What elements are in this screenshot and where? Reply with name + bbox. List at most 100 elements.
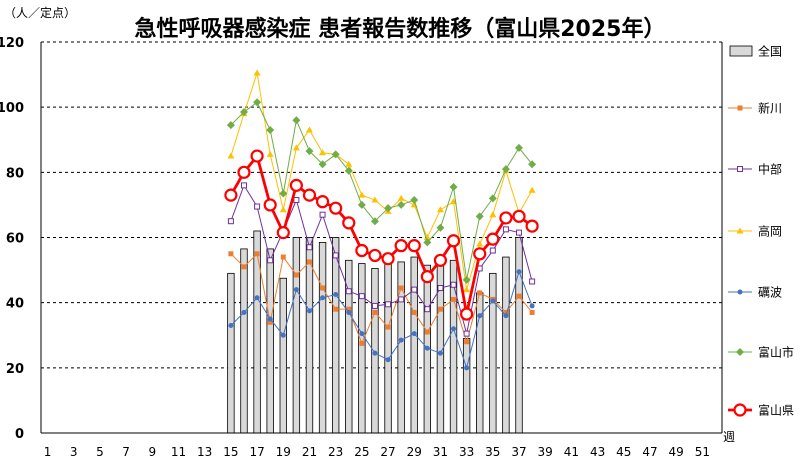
x-tick-label: 1 bbox=[44, 445, 52, 459]
x-tick-label: 25 bbox=[354, 445, 369, 459]
marker-triangle bbox=[489, 211, 497, 218]
marker-circle-open bbox=[276, 226, 290, 240]
legend-label: 新川 bbox=[758, 101, 782, 116]
legend-label: 富山市 bbox=[758, 345, 794, 360]
marker-triangle bbox=[463, 286, 471, 293]
marker-diamond bbox=[331, 150, 340, 159]
x-tick-label: 7 bbox=[122, 445, 130, 459]
marker-square-open bbox=[463, 330, 470, 337]
x-tick-label: 41 bbox=[564, 445, 579, 459]
marker-diamond bbox=[239, 108, 248, 117]
x-tick-label: 47 bbox=[642, 445, 657, 459]
marker-dot bbox=[737, 289, 743, 295]
marker-square-open bbox=[516, 229, 523, 236]
marker-square bbox=[385, 324, 391, 330]
marker-dot bbox=[306, 308, 312, 314]
y-tick-label: 80 bbox=[6, 166, 24, 181]
marker-diamond bbox=[515, 143, 524, 152]
x-tick-label: 3 bbox=[70, 445, 78, 459]
marker-diamond bbox=[423, 238, 432, 247]
y-tick-label: 60 bbox=[6, 232, 24, 247]
bar bbox=[515, 237, 523, 434]
marker-circle-open bbox=[329, 201, 343, 215]
marker-diamond bbox=[318, 160, 327, 169]
marker-triangle bbox=[371, 196, 379, 203]
marker-diamond bbox=[226, 121, 235, 130]
legend-item: 新川 bbox=[728, 101, 782, 116]
legend-item: 富山市 bbox=[728, 345, 794, 360]
marker-triangle bbox=[319, 149, 327, 156]
marker-square-open bbox=[450, 281, 457, 288]
marker-triangle bbox=[736, 227, 744, 234]
marker-square bbox=[293, 272, 299, 278]
marker-square bbox=[437, 306, 443, 312]
marker-dot bbox=[437, 350, 443, 356]
y-tick-label: 40 bbox=[6, 297, 24, 312]
marker-triangle bbox=[227, 152, 235, 159]
marker-dot bbox=[241, 309, 247, 315]
marker-circle-open bbox=[486, 232, 500, 246]
marker-square bbox=[241, 264, 247, 270]
bar bbox=[292, 237, 301, 434]
marker-circle-open bbox=[237, 165, 251, 179]
marker-circle-open bbox=[512, 209, 526, 223]
gridlines bbox=[41, 41, 722, 369]
marker-diamond bbox=[449, 182, 458, 191]
marker-dot bbox=[280, 332, 286, 338]
bar bbox=[279, 277, 287, 434]
marker-diamond bbox=[475, 212, 484, 221]
x-tick-label: 23 bbox=[328, 445, 343, 459]
bar-series bbox=[227, 230, 523, 434]
marker-square-open bbox=[254, 203, 261, 210]
marker-circle-open bbox=[733, 403, 747, 417]
bar bbox=[331, 237, 340, 434]
marker-dot bbox=[293, 287, 299, 293]
marker-square bbox=[516, 293, 522, 299]
marker-circle-open bbox=[394, 239, 408, 253]
x-tick-label: 19 bbox=[276, 445, 291, 459]
marker-square bbox=[464, 339, 470, 345]
marker-dot bbox=[490, 298, 496, 304]
marker-circle-open bbox=[433, 253, 448, 267]
marker-square bbox=[306, 259, 312, 265]
marker-square bbox=[320, 285, 326, 291]
y-tick-label: 20 bbox=[6, 362, 24, 377]
marker-dot bbox=[411, 331, 417, 337]
marker-square-open bbox=[332, 252, 339, 259]
y-tick-label: 0 bbox=[15, 427, 24, 442]
marker-square-open bbox=[502, 226, 509, 233]
bar bbox=[266, 248, 274, 434]
marker-dot bbox=[477, 313, 483, 319]
x-tick-label: 5 bbox=[96, 445, 104, 459]
y-tick-label: 120 bbox=[0, 36, 24, 51]
marker-triangle bbox=[279, 206, 287, 213]
series-高岡 bbox=[227, 69, 536, 293]
series-line bbox=[230, 270, 533, 370]
marker-diamond bbox=[266, 125, 275, 134]
bar bbox=[358, 263, 366, 434]
marker-square-open bbox=[398, 296, 405, 303]
marker-circle-open bbox=[420, 270, 434, 284]
marker-diamond bbox=[736, 348, 744, 356]
marker-square bbox=[477, 290, 483, 296]
marker-square bbox=[503, 309, 509, 315]
legend-label: 富山県 bbox=[758, 403, 794, 418]
bar bbox=[240, 248, 248, 434]
legend-label: 全国 bbox=[758, 44, 782, 59]
marker-square bbox=[411, 309, 417, 315]
x-tick-label: 9 bbox=[148, 445, 156, 459]
series-line bbox=[230, 101, 533, 280]
marker-circle-open bbox=[473, 247, 487, 261]
marker-square bbox=[737, 105, 743, 111]
marker-square-open bbox=[424, 306, 431, 313]
marker-square-open bbox=[293, 197, 300, 204]
marker-triangle bbox=[253, 69, 261, 76]
marker-dot bbox=[424, 345, 430, 351]
marker-circle-open bbox=[525, 219, 539, 233]
marker-circle-open bbox=[446, 234, 461, 248]
marker-diamond bbox=[292, 116, 301, 125]
marker-diamond bbox=[279, 189, 288, 198]
marker-triangle bbox=[397, 194, 405, 201]
